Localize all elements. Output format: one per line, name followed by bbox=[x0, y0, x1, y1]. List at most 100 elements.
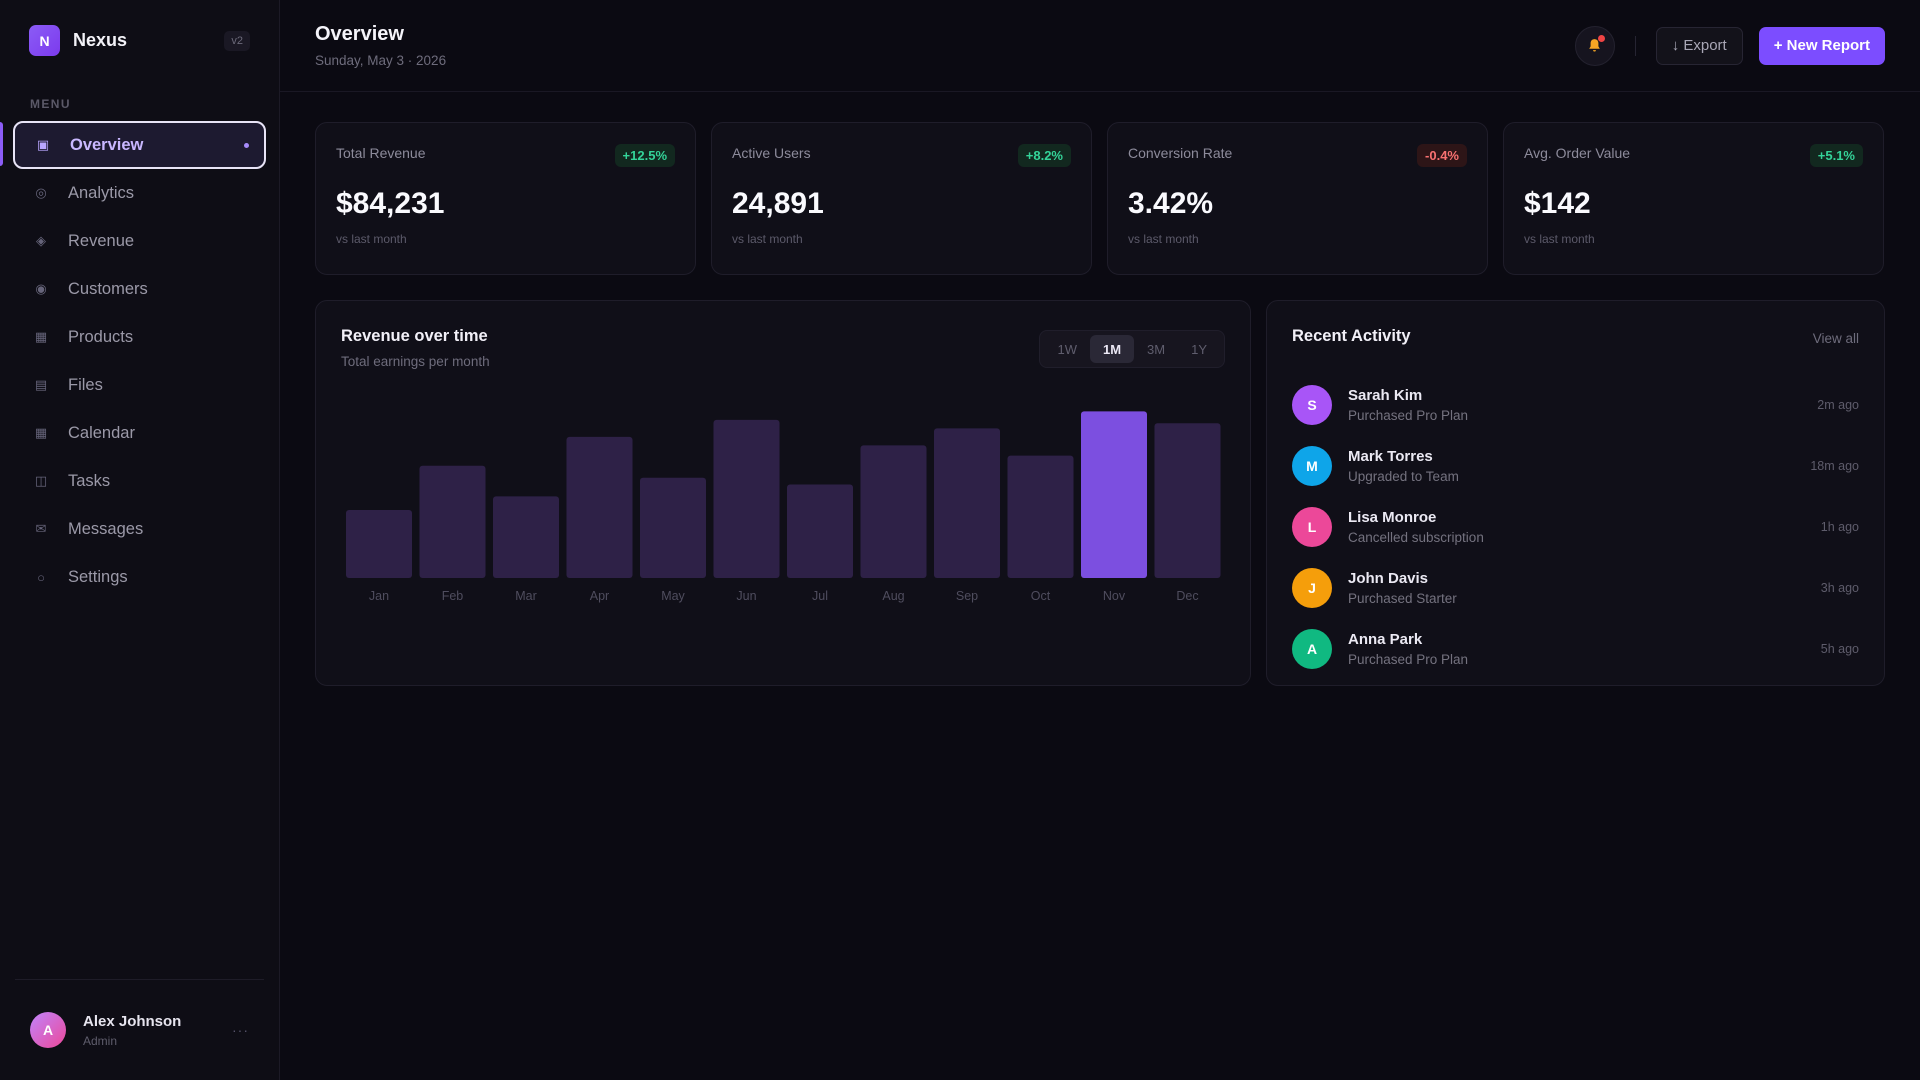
stat-card: Total Revenue +12.5% $84,231 vs last month bbox=[315, 122, 696, 275]
bar-mar[interactable] bbox=[493, 496, 559, 578]
sidebar-item-label: Settings bbox=[68, 567, 128, 586]
sidebar-item-products[interactable]: ▦ Products bbox=[13, 313, 266, 361]
activity-body: Anna Park Purchased Pro Plan bbox=[1348, 631, 1468, 667]
sidebar-item-label: Calendar bbox=[68, 423, 135, 442]
stat-label: Active Users bbox=[732, 145, 811, 161]
activity-time: 18m ago bbox=[1810, 458, 1859, 473]
square-icon: ▣ bbox=[36, 137, 50, 152]
sidebar-item-label: Products bbox=[68, 327, 134, 346]
avatar: M bbox=[1292, 445, 1332, 486]
x-tick-label: Mar bbox=[515, 589, 537, 603]
x-tick-label: Sep bbox=[956, 589, 978, 603]
stat-card: Active Users +8.2% 24,891 vs last month bbox=[711, 122, 1092, 275]
bar-apr[interactable] bbox=[566, 436, 633, 578]
stat-comparison: vs last month bbox=[1524, 232, 1595, 246]
sidebar-item-analytics[interactable]: ◎ Analytics bbox=[13, 169, 266, 217]
activity-user: Sarah Kim bbox=[1348, 386, 1423, 404]
page-heading: Overview Sunday, May 3 · 2026 bbox=[315, 23, 446, 68]
recent-activity-panel: Recent Activity View all S Sarah Kim Purch… bbox=[1266, 300, 1885, 686]
export-button[interactable]: ↓ Export bbox=[1655, 26, 1743, 65]
x-tick-label: Dec bbox=[1176, 589, 1198, 603]
activity-body: Mark Torres Upgraded to Team bbox=[1348, 448, 1459, 484]
range-1w-button[interactable]: 1W bbox=[1057, 341, 1077, 357]
avatar: A bbox=[30, 1012, 66, 1048]
menu-label: MENU bbox=[30, 97, 71, 111]
dot-circle-icon: ◉ bbox=[35, 281, 47, 296]
stat-value: 3.42% bbox=[1128, 187, 1214, 220]
range-selector: 1W 1M 3M 1Y bbox=[1039, 330, 1225, 368]
activity-description: Cancelled subscription bbox=[1348, 529, 1484, 545]
sidebar-item-label: Revenue bbox=[68, 231, 135, 250]
x-tick-label: Oct bbox=[1031, 589, 1051, 603]
bar-nov[interactable] bbox=[1081, 411, 1147, 578]
sidebar-item-label: Tasks bbox=[68, 471, 111, 490]
bar-jun[interactable] bbox=[713, 419, 780, 578]
list-item[interactable]: S Sarah Kim Purchased Pro Plan 2m ago bbox=[1292, 374, 1859, 435]
activity-time: 2m ago bbox=[1817, 397, 1859, 412]
stat-label: Total Revenue bbox=[336, 145, 426, 161]
avatar: A bbox=[1292, 628, 1332, 669]
list-item[interactable]: J John Davis Purchased Starter 3h ago bbox=[1292, 557, 1859, 618]
sidebar-item-tasks[interactable]: ◫ Tasks bbox=[13, 457, 266, 505]
stat-value: $84,231 bbox=[336, 187, 445, 220]
bar-feb[interactable] bbox=[419, 465, 486, 578]
top-actions: ↓ Export + New Report bbox=[1574, 25, 1885, 66]
avatar: L bbox=[1292, 506, 1332, 547]
bar-oct[interactable] bbox=[1007, 455, 1074, 578]
stat-comparison: vs last month bbox=[336, 232, 407, 246]
user-profile[interactable]: A Alex Johnson Admin ··· bbox=[15, 979, 264, 1080]
gear-icon: ○ bbox=[37, 569, 45, 585]
brand: N Nexus v2 bbox=[0, 0, 279, 57]
stat-value: 24,891 bbox=[732, 187, 824, 220]
stat-label: Conversion Rate bbox=[1128, 145, 1233, 161]
sidebar-item-files[interactable]: ▤ Files bbox=[13, 361, 266, 409]
sidebar-item-settings[interactable]: ○ Settings bbox=[13, 553, 266, 601]
activity-time: 3h ago bbox=[1820, 580, 1859, 595]
sidebar-item-revenue[interactable]: ◈ Revenue bbox=[13, 217, 266, 265]
sidebar-nav: ▣ Overview ◎ Analytics ◈ Revenue ◉ Customers ▦ Pr… bbox=[0, 121, 279, 601]
notifications-button[interactable] bbox=[1574, 25, 1615, 66]
range-3m-button[interactable]: 3M bbox=[1147, 341, 1166, 357]
range-1m-button[interactable]: 1M bbox=[1089, 335, 1135, 363]
divider bbox=[1634, 35, 1636, 56]
bar-may[interactable] bbox=[640, 477, 706, 578]
x-tick-label: Feb bbox=[442, 589, 464, 603]
user-name: Alex Johnson bbox=[83, 1012, 182, 1030]
brand-name: Nexus bbox=[73, 30, 128, 50]
page-title: Overview bbox=[315, 23, 404, 45]
bar-jul[interactable] bbox=[787, 484, 853, 579]
page-date: Sunday, May 3 · 2026 bbox=[315, 53, 447, 68]
activity-title: Recent Activity bbox=[1292, 327, 1411, 345]
sidebar-item-label: Files bbox=[68, 375, 103, 394]
list-item[interactable]: L Lisa Monroe Cancelled subscription 1h ago bbox=[1292, 496, 1859, 557]
view-all-link[interactable]: View all bbox=[1812, 331, 1859, 346]
x-tick-label: Jul bbox=[812, 589, 828, 603]
sidebar-item-label: Overview bbox=[70, 135, 144, 154]
x-tick-label: May bbox=[661, 589, 685, 603]
delta-badge: +5.1% bbox=[1809, 144, 1863, 167]
more-icon[interactable]: ··· bbox=[232, 1022, 249, 1038]
new-report-button[interactable]: + New Report bbox=[1758, 26, 1885, 65]
range-1y-button[interactable]: 1Y bbox=[1191, 341, 1207, 357]
bar-dec[interactable] bbox=[1154, 423, 1221, 578]
sidebar-item-messages[interactable]: ✉ Messages bbox=[13, 505, 266, 553]
bar-jan[interactable] bbox=[346, 510, 412, 578]
sidebar-item-calendar[interactable]: ▦ Calendar bbox=[13, 409, 266, 457]
stat-label: Avg. Order Value bbox=[1524, 145, 1631, 161]
panels-row: Revenue over time Total earnings per mon… bbox=[315, 300, 1885, 686]
bar-sep[interactable] bbox=[934, 428, 1000, 578]
sidebar-item-label: Analytics bbox=[68, 183, 135, 202]
sidebar-item-customers[interactable]: ◉ Customers bbox=[13, 265, 266, 313]
mail-icon: ✉ bbox=[35, 521, 47, 536]
chart-title: Revenue over time bbox=[341, 327, 488, 345]
columns-icon: ◫ bbox=[34, 473, 48, 488]
sidebar-item-overview[interactable]: ▣ Overview bbox=[13, 121, 266, 169]
delta-badge: -0.4% bbox=[1417, 144, 1467, 167]
bar-aug[interactable] bbox=[860, 445, 927, 578]
stat-comparison: vs last month bbox=[732, 232, 803, 246]
list-item[interactable]: M Mark Torres Upgraded to Team 18m ago bbox=[1292, 435, 1859, 496]
list-item[interactable]: A Anna Park Purchased Pro Plan 5h ago bbox=[1292, 618, 1859, 679]
bell-icon bbox=[1589, 39, 1600, 52]
chart-subtitle: Total earnings per month bbox=[341, 354, 490, 369]
activity-time: 1h ago bbox=[1820, 519, 1859, 534]
